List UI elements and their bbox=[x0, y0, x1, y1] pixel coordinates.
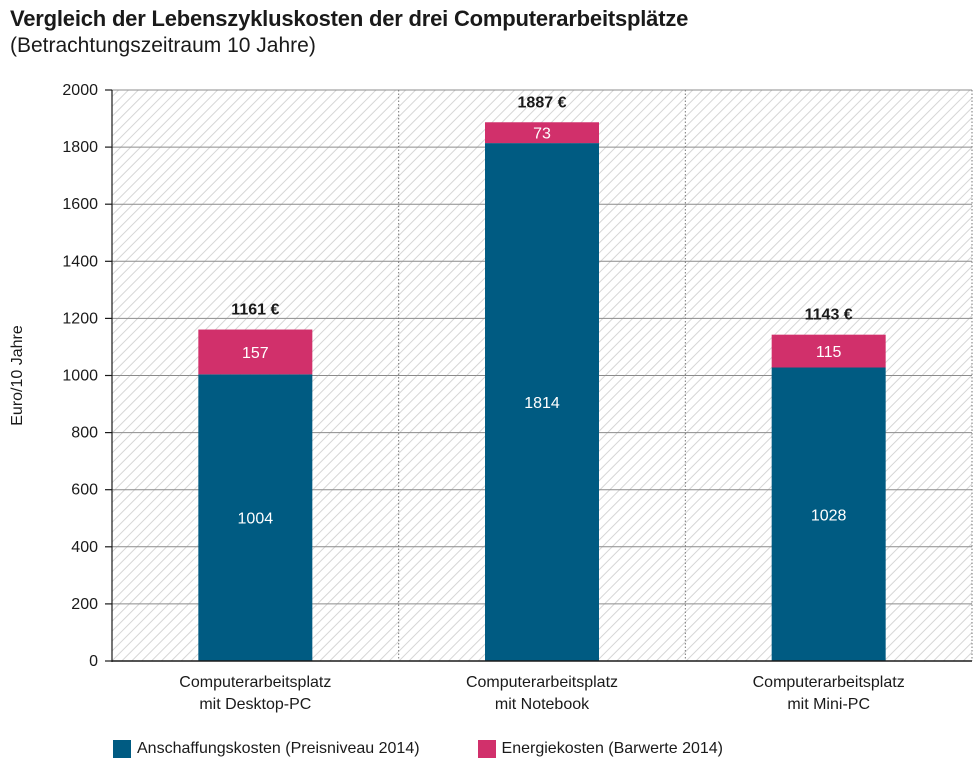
y-tick-label-2000: 2000 bbox=[62, 82, 98, 99]
stacked-bar-chart: 0 200 400 600 800 1000 1200 1400 1600 1800 2000 Eur… bbox=[9, 82, 973, 713]
legend-item-energiekosten: Energiekosten (Barwerte 2014) bbox=[477, 740, 723, 758]
chart-subtitle: (Betrachtungszeitraum 10 Jahre) bbox=[10, 34, 316, 57]
bar-total-label-1: 1161 € bbox=[231, 302, 279, 319]
bar-energiekosten-barwerte-2014-1 bbox=[198, 329, 313, 375]
bar-total-label-2: 1887 € bbox=[518, 94, 567, 111]
y-tick-label-800: 800 bbox=[71, 425, 98, 442]
x-category-label-1-line-1: Computerarbeitsplatz bbox=[179, 674, 331, 691]
bar-anschaffungskosten-preisniveau-2014-3 bbox=[771, 367, 886, 661]
legend-swatch-anschaffungskosten bbox=[113, 740, 131, 758]
bar-value-label-energiekosten-barwerte-2014-1: 157 bbox=[242, 345, 269, 362]
bar-value-label-energiekosten-barwerte-2014-2: 73 bbox=[533, 126, 551, 143]
y-axis-label: Euro/10 Jahre bbox=[9, 325, 26, 426]
bar-value-label-anschaffungskosten-preisniveau-2014-2: 1814 bbox=[524, 395, 560, 412]
x-category-label-1-line-2: mit Desktop-PC bbox=[199, 696, 311, 713]
y-tick-label-1600: 1600 bbox=[62, 196, 98, 213]
x-category-label-3-line-2: mit Mini-PC bbox=[787, 696, 870, 713]
y-tick-label-1400: 1400 bbox=[62, 253, 98, 270]
y-tick-label-1200: 1200 bbox=[62, 310, 98, 327]
x-category-label-2-line-2: mit Notebook bbox=[495, 696, 590, 713]
legend-item-anschaffungskosten: Anschaffungskosten (Preisniveau 2014) bbox=[113, 740, 420, 758]
chart-title: Vergleich der Lebenszykluskosten der dre… bbox=[10, 6, 689, 31]
x-category-label-3-line-1: Computerarbeitsplatz bbox=[753, 674, 905, 691]
bar-value-label-energiekosten-barwerte-2014-3: 115 bbox=[816, 344, 842, 361]
bar-energiekosten-barwerte-2014-2 bbox=[485, 122, 599, 144]
bar-total-label-3: 1143 € bbox=[805, 307, 853, 324]
legend-swatch-energiekosten bbox=[477, 740, 496, 758]
legend-label-anschaffungskosten: Anschaffungskosten (Preisniveau 2014) bbox=[137, 740, 420, 757]
chart-legend: Anschaffungskosten (Preisniveau 2014) En… bbox=[113, 740, 781, 758]
y-tick-label-0: 0 bbox=[89, 653, 98, 670]
y-tick-label-1000: 1000 bbox=[62, 368, 98, 385]
y-tick-label-600: 600 bbox=[71, 482, 98, 499]
y-tick-label-200: 200 bbox=[71, 596, 98, 613]
bar-value-label-anschaffungskosten-preisniveau-2014-3: 1028 bbox=[811, 507, 847, 524]
bar-anschaffungskosten-preisniveau-2014-2 bbox=[485, 143, 599, 661]
x-category-label-2-line-1: Computerarbeitsplatz bbox=[466, 674, 618, 691]
bar-value-label-anschaffungskosten-preisniveau-2014-1: 1004 bbox=[238, 511, 274, 528]
y-tick-label-400: 400 bbox=[71, 539, 98, 556]
y-tick-label-1800: 1800 bbox=[62, 139, 98, 156]
bar-energiekosten-barwerte-2014-3 bbox=[771, 334, 886, 368]
legend-label-energiekosten: Energiekosten (Barwerte 2014) bbox=[501, 740, 723, 757]
bar-anschaffungskosten-preisniveau-2014-1 bbox=[198, 374, 313, 661]
